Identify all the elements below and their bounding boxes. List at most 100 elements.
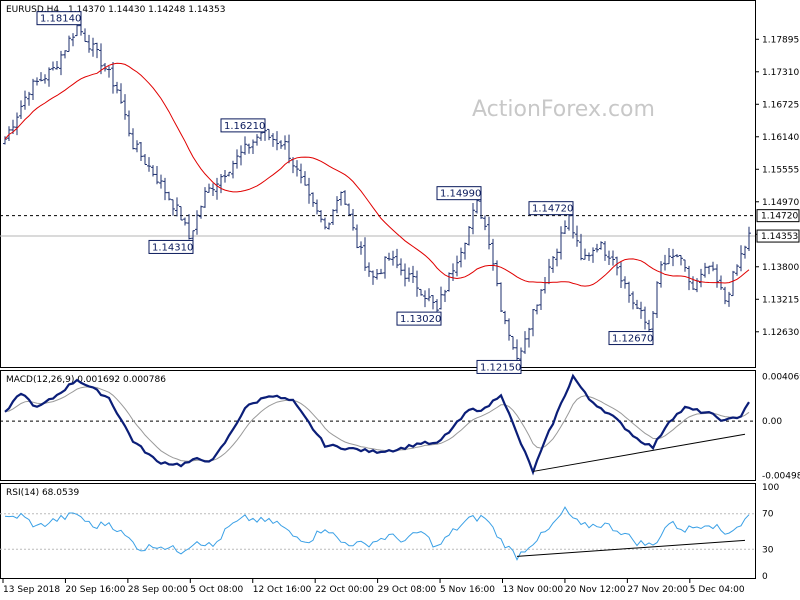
time-tick-label: 12 Oct 16:00 — [253, 585, 312, 595]
price-bar — [335, 196, 339, 214]
ohlc-label: 1.14370 1.14430 1.14248 1.14353 — [68, 5, 225, 15]
rsi-tick-label: 30 — [762, 545, 774, 555]
price-bar — [327, 222, 331, 230]
price-bar — [207, 183, 211, 193]
svg-text:1.12150: 1.12150 — [480, 362, 521, 373]
price-bar — [563, 220, 567, 234]
price-bar — [155, 166, 159, 185]
price-tick-label: 1.17310 — [762, 68, 799, 78]
price-bar — [499, 282, 503, 313]
price-bar — [255, 134, 259, 146]
price-bar — [343, 190, 347, 205]
price-bar — [59, 50, 63, 76]
price-bar — [171, 199, 175, 216]
price-bar — [483, 215, 487, 231]
rsi-panel — [0, 483, 756, 579]
macd-label: MACD(12,26,9) 0.001692 0.000786 — [6, 375, 166, 385]
price-bar — [251, 139, 255, 155]
price-bar — [619, 262, 623, 288]
price-annotation: 1.18140 — [36, 11, 82, 26]
price-bar — [731, 270, 735, 297]
price-bar — [63, 50, 67, 59]
price-bar — [559, 226, 563, 260]
price-bar — [531, 308, 535, 337]
price-bar — [555, 248, 559, 267]
price-bar — [735, 264, 739, 276]
price-bar — [715, 264, 719, 288]
price-bar — [515, 339, 519, 362]
price-bar — [459, 247, 463, 268]
price-bar — [135, 140, 139, 153]
time-tick-label: 29 Oct 08:00 — [378, 585, 437, 595]
price-bar — [199, 205, 203, 219]
rsi-tick-label: 100 — [762, 483, 779, 493]
svg-text:1.14353: 1.14353 — [761, 232, 798, 242]
price-tick-label: 1.16140 — [762, 133, 799, 143]
price-bar — [219, 173, 223, 194]
price-bar — [675, 254, 679, 258]
price-bar — [247, 143, 251, 154]
price-tick-label: 1.13800 — [762, 263, 799, 273]
rsi-line — [4, 506, 750, 561]
price-bar — [631, 291, 635, 310]
price-bar — [139, 142, 143, 161]
price-bar — [119, 83, 123, 104]
price-bar — [447, 272, 451, 292]
price-panel — [0, 0, 756, 368]
price-bar — [443, 289, 447, 303]
price-bar — [319, 210, 323, 223]
price-bar — [535, 304, 539, 315]
price-bar — [143, 153, 147, 165]
price-annotation: 1.14990 — [436, 186, 482, 201]
price-bar — [243, 136, 247, 155]
price-bar — [287, 134, 291, 164]
price-bar — [39, 72, 43, 82]
price-bar — [15, 112, 19, 136]
moving-average-line — [4, 62, 750, 287]
price-bar — [523, 331, 527, 354]
price-bar — [23, 90, 27, 110]
price-bar — [507, 318, 511, 341]
price-bar — [195, 210, 199, 235]
price-bar — [131, 128, 135, 150]
price-bar — [579, 233, 583, 261]
price-bar — [407, 267, 411, 282]
price-bar — [271, 133, 275, 147]
price-bar — [191, 230, 195, 241]
price-bar — [347, 203, 351, 216]
price-bar — [623, 276, 627, 289]
price-bar — [611, 250, 615, 266]
time-tick-label: 13 Sep 2018 — [3, 585, 60, 595]
price-bar — [511, 335, 515, 350]
price-bar — [475, 199, 479, 214]
price-bar — [223, 169, 227, 183]
price-bar — [587, 252, 591, 261]
price-bar — [707, 265, 711, 275]
price-bar — [527, 327, 531, 348]
price-bar — [295, 160, 299, 177]
price-bar — [383, 256, 387, 279]
current-price-tag: 1.14353 — [756, 229, 800, 243]
price-bar — [387, 252, 391, 261]
svg-text:1.14310: 1.14310 — [152, 242, 193, 253]
price-tick-label: 1.12630 — [762, 328, 799, 338]
price-bar — [551, 255, 555, 273]
price-bar — [47, 67, 51, 87]
price-bar — [743, 245, 747, 259]
price-bar — [487, 216, 491, 250]
price-bar — [503, 310, 507, 325]
price-bar — [67, 35, 71, 52]
time-tick-label: 22 Oct 00:00 — [315, 585, 374, 595]
price-bar — [43, 74, 47, 84]
price-bar — [471, 202, 475, 235]
svg-text:1.14990: 1.14990 — [440, 189, 481, 200]
price-annotation: 1.14720 — [528, 201, 574, 216]
price-bar — [419, 288, 423, 296]
price-bar — [303, 171, 307, 186]
svg-text:1.14720: 1.14720 — [532, 204, 573, 215]
price-bar — [211, 183, 215, 197]
price-annotation: 1.13020 — [396, 311, 442, 326]
price-bar — [19, 100, 23, 120]
price-bar — [723, 286, 727, 305]
